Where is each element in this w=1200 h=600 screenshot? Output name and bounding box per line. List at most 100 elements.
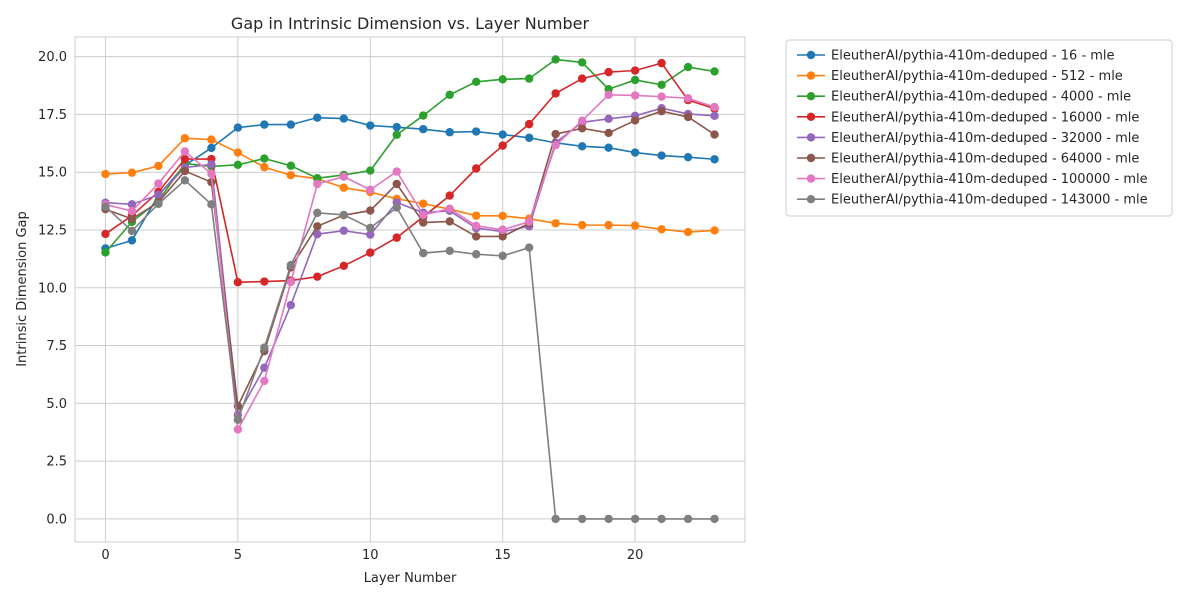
data-point — [551, 219, 560, 228]
legend-label: EleutherAI/pythia-410m-deduped - 512 - m… — [831, 69, 1123, 84]
data-point — [339, 114, 348, 123]
data-point — [127, 200, 137, 209]
y-tick-label: 0.0 — [46, 512, 67, 527]
data-point — [498, 130, 507, 139]
data-point — [286, 120, 296, 129]
x-tick-label: 20 — [627, 548, 644, 563]
data-point — [577, 514, 587, 524]
legend-label: EleutherAI/pythia-410m-deduped - 100000 … — [831, 172, 1148, 187]
data-point — [710, 155, 719, 164]
data-point — [392, 203, 401, 212]
series-1 — [101, 134, 719, 237]
data-point — [419, 248, 428, 258]
data-point — [339, 183, 348, 192]
data-point — [630, 221, 640, 230]
data-point — [260, 154, 269, 163]
data-point — [127, 236, 137, 245]
data-point — [630, 148, 640, 157]
data-point — [604, 514, 613, 524]
data-point — [313, 229, 322, 239]
legend-entry: EleutherAI/pythia-410m-deduped - 143000 … — [797, 193, 1148, 208]
data-point — [339, 261, 348, 271]
y-tick-label: 15.0 — [38, 166, 67, 181]
data-point — [233, 123, 243, 132]
data-point — [604, 128, 613, 138]
data-point — [207, 135, 216, 144]
data-point — [657, 514, 666, 524]
data-point — [260, 120, 269, 129]
data-point — [710, 226, 719, 235]
data-point — [286, 300, 296, 310]
series-line — [105, 93, 715, 433]
data-point — [154, 179, 163, 188]
data-point — [710, 67, 719, 76]
data-point — [286, 161, 296, 170]
data-point — [630, 66, 640, 75]
y-tick-label: 2.5 — [46, 455, 67, 470]
data-point — [313, 113, 322, 122]
legend-swatch-marker — [806, 133, 816, 142]
data-point — [498, 251, 507, 261]
data-point — [313, 222, 322, 231]
data-point — [366, 185, 375, 194]
data-point — [710, 102, 719, 112]
data-point — [392, 233, 401, 242]
plot-area-frame — [74, 36, 746, 543]
data-point — [630, 116, 640, 125]
legend-entry: EleutherAI/pythia-410m-deduped - 16 - ml… — [797, 49, 1115, 64]
legend-label: EleutherAI/pythia-410m-deduped - 16 - ml… — [831, 49, 1115, 64]
series-5 — [101, 106, 719, 411]
data-point — [419, 111, 428, 120]
data-point — [366, 248, 375, 257]
data-point — [683, 62, 693, 72]
data-point — [577, 124, 587, 133]
legend-entry: EleutherAI/pythia-410m-deduped - 100000 … — [797, 172, 1148, 187]
data-point — [604, 67, 613, 77]
data-point — [604, 143, 613, 152]
data-point — [286, 171, 296, 180]
chart-title: Gap in Intrinsic Dimension vs. Layer Num… — [231, 14, 590, 33]
data-point — [180, 154, 190, 164]
data-point — [710, 111, 719, 121]
data-point — [233, 415, 243, 424]
data-point — [366, 166, 375, 175]
data-point — [101, 248, 110, 257]
data-point — [313, 272, 322, 281]
data-point — [657, 106, 666, 116]
legend-swatch-marker — [806, 50, 816, 60]
data-point — [551, 140, 560, 150]
data-point — [366, 223, 375, 233]
data-point — [445, 217, 454, 226]
data-point — [472, 127, 481, 136]
data-point — [710, 514, 719, 524]
legend: EleutherAI/pythia-410m-deduped - 16 - ml… — [785, 39, 1173, 217]
series-line — [105, 110, 715, 409]
data-point — [392, 179, 401, 189]
data-point — [339, 210, 348, 220]
data-point — [101, 202, 110, 211]
series-line — [104, 179, 715, 520]
data-point — [524, 74, 534, 83]
data-point — [551, 514, 560, 524]
data-point — [630, 91, 640, 100]
legend-label: EleutherAI/pythia-410m-deduped - 32000 -… — [831, 131, 1139, 146]
data-point — [683, 112, 693, 122]
data-point — [445, 191, 454, 200]
data-point — [260, 363, 269, 372]
data-point — [604, 220, 613, 230]
data-point — [101, 169, 110, 179]
data-point — [657, 80, 666, 90]
data-point — [339, 172, 348, 181]
y-axis-label: Intrinsic Dimension Gap — [15, 211, 30, 367]
data-point — [604, 90, 613, 99]
data-point — [207, 143, 216, 153]
data-point — [154, 190, 163, 200]
y-tick-label: 17.5 — [38, 108, 67, 123]
data-point — [498, 225, 507, 234]
data-point — [551, 89, 560, 98]
series-6 — [101, 90, 719, 434]
data-point — [260, 343, 269, 352]
legend-entry: EleutherAI/pythia-410m-deduped - 16000 -… — [797, 110, 1139, 125]
data-point — [577, 74, 587, 83]
